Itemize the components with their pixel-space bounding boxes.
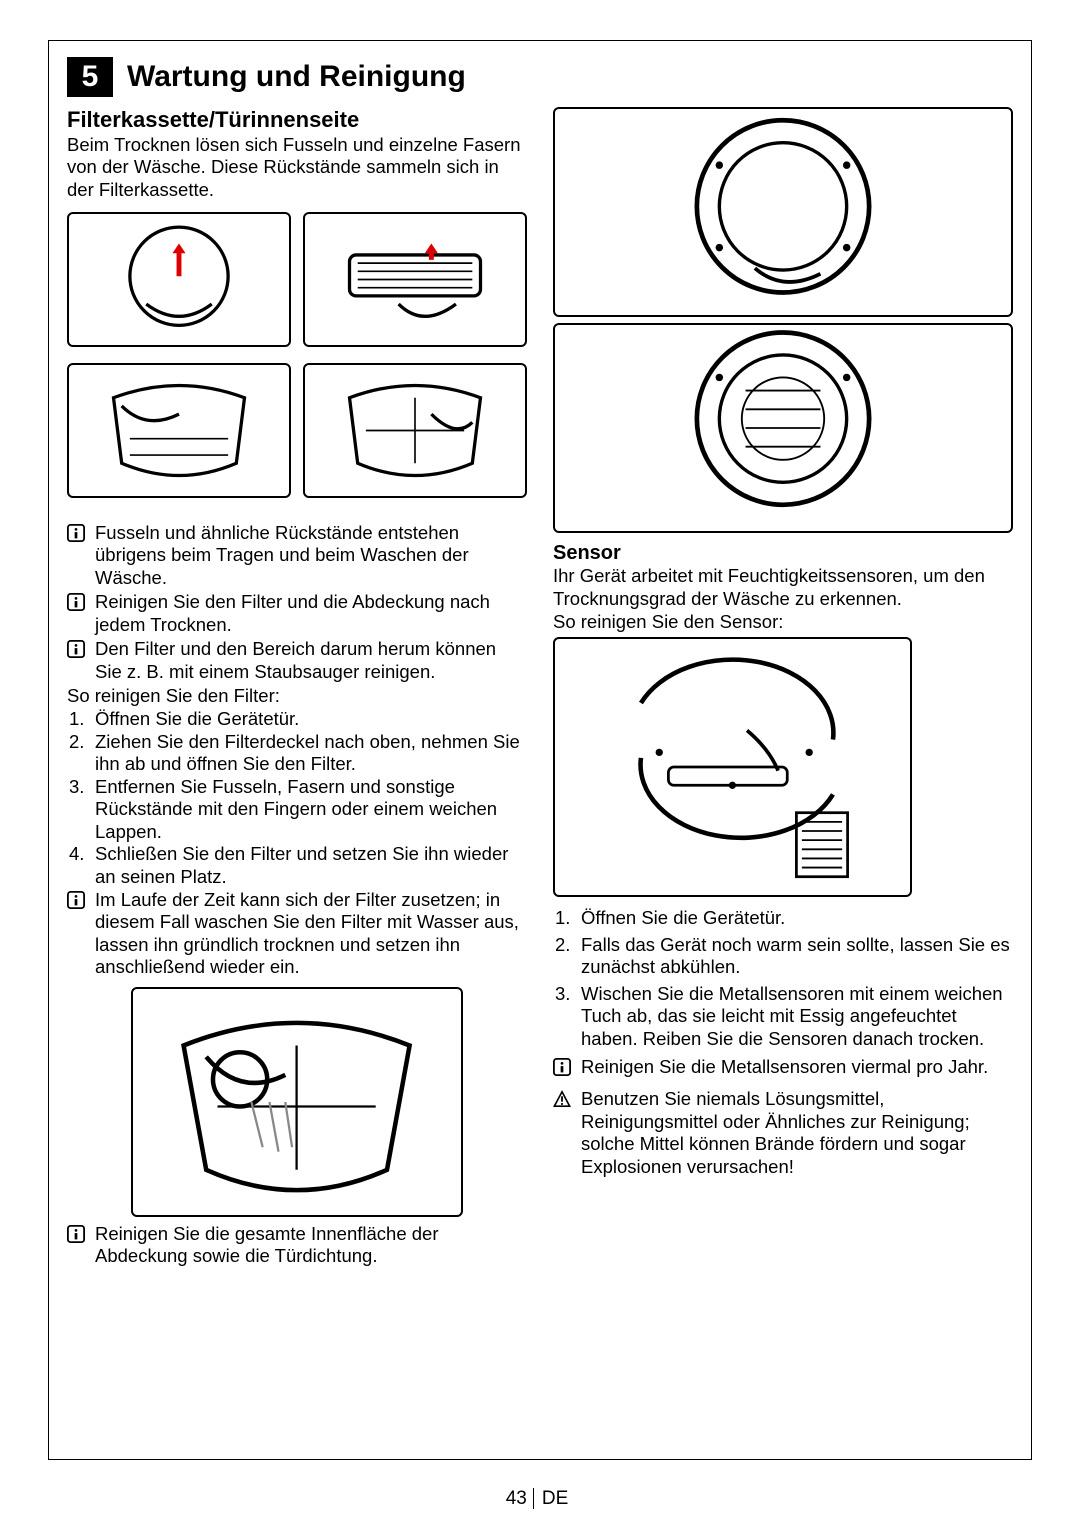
filter-image-grid xyxy=(67,208,527,502)
step: 2.Ziehen Sie den Filterdeckel nach oben,… xyxy=(67,731,527,776)
info-icon xyxy=(67,640,89,664)
page-footer: 43 DE xyxy=(0,1488,1080,1510)
info-text: Den Filter und den Bereich darum herum k… xyxy=(95,638,527,683)
info-icon xyxy=(67,1225,89,1249)
filter-steps: 1.Öffnen Sie die Gerätetür. 2.Ziehen Sie… xyxy=(67,708,527,889)
info-text: Reinigen Sie die gesamte Innenfläche der… xyxy=(95,1223,527,1268)
illustration xyxy=(303,363,527,498)
info-icon xyxy=(67,593,89,617)
steps-lead: So reinigen Sie den Filter: xyxy=(67,685,527,708)
step-text: Falls das Gerät noch warm sein sollte, l… xyxy=(581,934,1013,979)
chapter-heading: 5 Wartung und Reinigung xyxy=(67,57,1013,97)
illustration xyxy=(303,212,527,347)
step: 1.Öffnen Sie die Gerätetür. xyxy=(553,907,1013,930)
section-heading-sensor: Sensor xyxy=(553,541,1013,565)
info-list: Fusseln und ähnliche Rückstände entstehe… xyxy=(67,522,527,684)
warning-item: Benutzen Sie niemals Lösungsmittel, Rein… xyxy=(553,1088,1013,1178)
info-item: Im Laufe der Zeit kann sich der Filter z… xyxy=(67,889,527,979)
page-lang: DE xyxy=(533,1488,568,1509)
right-column: Sensor Ihr Gerät arbeitet mit Feuchtigke… xyxy=(553,103,1013,1270)
illustration xyxy=(131,987,462,1217)
illustration xyxy=(553,323,1013,533)
info-icon xyxy=(67,524,89,548)
info-text: Reinigen Sie die Metallsensoren viermal … xyxy=(581,1056,988,1079)
info-item: Den Filter und den Bereich darum herum k… xyxy=(67,638,527,683)
page-number: 43 xyxy=(506,1488,527,1509)
step: 1.Öffnen Sie die Gerätetür. xyxy=(67,708,527,731)
step-text: Entfernen Sie Fusseln, Fasern und sonsti… xyxy=(95,776,527,844)
step: 2.Falls das Gerät noch warm sein sollte,… xyxy=(553,934,1013,979)
illustration xyxy=(553,637,912,897)
info-item: Fusseln und ähnliche Rückstände entstehe… xyxy=(67,522,527,590)
illustration xyxy=(553,107,1013,317)
info-item: Reinigen Sie den Filter und die Abdeckun… xyxy=(67,591,527,636)
step-text: Öffnen Sie die Gerätetür. xyxy=(581,907,785,930)
info-text: Fusseln und ähnliche Rückstände entstehe… xyxy=(95,522,527,590)
chapter-number-badge: 5 xyxy=(67,57,113,97)
chapter-title: Wartung und Reinigung xyxy=(127,60,466,94)
info-text: Im Laufe der Zeit kann sich der Filter z… xyxy=(95,889,527,979)
steps-lead: So reinigen Sie den Sensor: xyxy=(553,611,1013,634)
left-column: Filterkassette/Türinnenseite Beim Trockn… xyxy=(67,103,527,1270)
info-icon xyxy=(553,1058,575,1082)
step-text: Ziehen Sie den Filterdeckel nach oben, n… xyxy=(95,731,527,776)
step-text: Schließen Sie den Filter und setzen Sie … xyxy=(95,843,527,888)
info-text: Reinigen Sie den Filter und die Abdeckun… xyxy=(95,591,527,636)
warning-text: Benutzen Sie niemals Lösungsmittel, Rein… xyxy=(581,1088,1013,1178)
step: 3.Entfernen Sie Fusseln, Fasern und sons… xyxy=(67,776,527,844)
info-item: Reinigen Sie die Metallsensoren viermal … xyxy=(553,1056,1013,1082)
sensor-intro: Ihr Gerät arbeitet mit Feuchtigkeitssens… xyxy=(553,565,1013,610)
info-icon xyxy=(67,891,89,915)
step: 3.Wischen Sie die Metallsensoren mit ein… xyxy=(553,983,1013,1051)
illustration xyxy=(67,212,291,347)
section-heading-filter: Filterkassette/Türinnenseite xyxy=(67,107,527,134)
info-item: Reinigen Sie die gesamte Innenfläche der… xyxy=(67,1223,527,1268)
page-frame: 5 Wartung und Reinigung Filterkassette/T… xyxy=(48,40,1032,1460)
warning-icon xyxy=(553,1090,575,1114)
illustration xyxy=(67,363,291,498)
sensor-steps: 1.Öffnen Sie die Gerätetür. 2.Falls das … xyxy=(553,907,1013,1050)
step: 4.Schließen Sie den Filter und setzen Si… xyxy=(67,843,527,888)
intro-text: Beim Trocknen lösen sich Fusseln und ein… xyxy=(67,134,527,202)
step-text: Öffnen Sie die Gerätetür. xyxy=(95,708,299,731)
step-text: Wischen Sie die Metallsensoren mit einem… xyxy=(581,983,1013,1051)
